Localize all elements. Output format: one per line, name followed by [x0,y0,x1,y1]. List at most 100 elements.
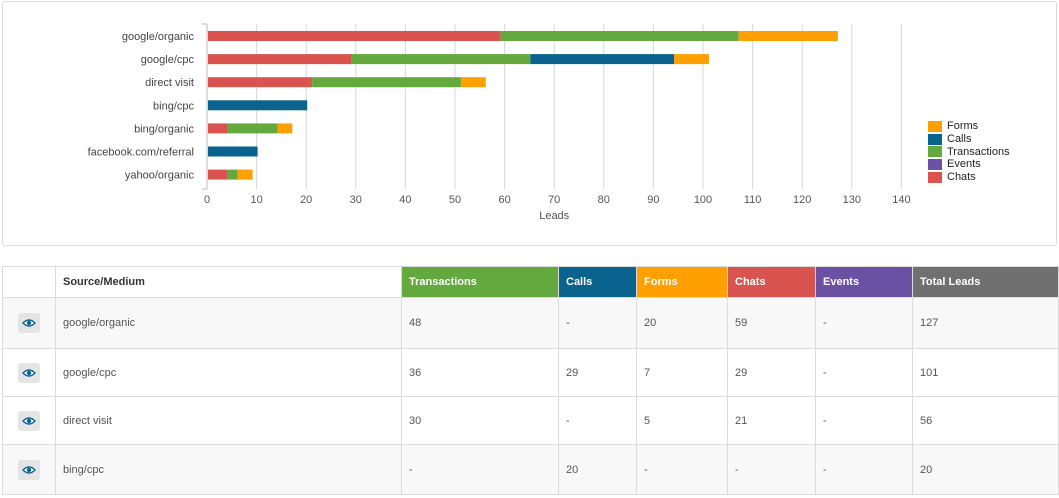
bar-segment [460,77,486,88]
bar-segment [208,123,228,134]
legend-label: Events [947,158,981,171]
cell-forms: - [636,444,728,495]
cell-chats: - [727,444,816,495]
category-label: google/organic [122,31,195,43]
x-tick-label: 30 [350,194,362,206]
category-label: facebook.com/referral [88,147,194,159]
x-tick-label: 90 [647,194,659,206]
bar-segment [208,54,352,65]
x-axis-label: Leads [539,210,569,222]
bar-segment [530,54,675,65]
legend-label: Forms [947,120,979,132]
bar-segment [237,169,253,180]
x-tick-label: 80 [598,194,610,206]
cell-forms: 7 [636,348,728,397]
legend-item-calls[interactable]: Calls [928,133,1010,146]
cell-source: direct visit [55,396,402,445]
bar-segment [738,31,838,41]
view-cell [2,396,56,445]
cell-transactions: - [401,444,559,495]
header-forms[interactable]: Forms [636,266,728,298]
cell-total: 101 [912,348,1059,397]
bar-segment [208,100,308,111]
cell-calls: 20 [558,444,637,495]
category-label: bing/organic [134,123,194,135]
cell-calls: - [558,396,637,445]
cell-transactions: 30 [401,396,559,445]
cell-chats: 59 [727,297,816,349]
legend-item-chats[interactable]: Chats [928,171,1010,184]
bar-segment [500,31,739,41]
cell-transactions: 36 [401,348,559,397]
legend-swatch [928,146,942,158]
x-tick-label: 40 [399,194,411,206]
header-source[interactable]: Source/Medium [55,266,402,298]
bar-segment [208,31,501,41]
cell-events: - [815,444,913,495]
table-row: bing/cpc - 20 - - - 20 [2,444,1059,495]
header-transactions[interactable]: Transactions [401,266,559,298]
cell-events: - [815,297,913,349]
legend-label: Chats [947,171,976,184]
x-tick-label: 100 [694,194,712,206]
view-cell [2,297,56,349]
category-label: yahoo/organic [125,170,195,182]
legend-item-forms[interactable]: Forms [928,120,1010,133]
legend-swatch [928,172,942,184]
legend-label: Transactions [947,145,1010,158]
x-tick-label: 0 [204,194,210,206]
bar-segment [674,54,709,65]
view-button[interactable] [18,313,40,333]
view-cell [2,348,56,397]
cell-chats: 21 [727,396,816,445]
x-tick-label: 70 [548,194,560,206]
leads-table: Source/Medium Transactions Calls Forms C… [2,266,1059,495]
chart-panel: 0 10 20 30 40 50 60 70 80 90 100 110 120 130 140 Leads g… [2,1,1057,246]
eye-icon [22,465,36,474]
bar-segment [208,77,313,88]
view-cell [2,444,56,495]
x-tick-label: 20 [300,194,312,206]
eye-icon [22,416,36,425]
bar-segment [227,169,238,180]
bar-segment [208,169,228,180]
view-button[interactable] [18,410,40,431]
header-events[interactable]: Events [815,266,913,298]
header-view [2,266,56,298]
header-calls[interactable]: Calls [558,266,637,298]
legend-label: Calls [947,132,972,145]
leads-bar-chart: 0 10 20 30 40 50 60 70 80 90 100 110 120 130 140 Leads g… [88,23,911,222]
cell-source: google/cpc [55,348,402,397]
legend-swatch [928,159,942,171]
cell-forms: 5 [636,396,728,445]
x-tick-label: 120 [793,194,811,206]
bar-segment [227,123,278,134]
cell-events: - [815,348,913,397]
header-chats[interactable]: Chats [727,266,816,298]
cell-source: google/organic [55,297,402,349]
eye-icon [22,368,36,377]
category-label: google/cpc [141,54,195,66]
view-button[interactable] [18,362,40,383]
x-tick-label: 130 [843,194,861,206]
x-tick-label: 110 [744,194,762,206]
cell-calls: - [558,297,637,349]
cell-source: bing/cpc [55,444,402,495]
cell-calls: 29 [558,348,637,397]
cell-total: 127 [912,297,1059,349]
x-tick-label: 50 [449,194,461,206]
cell-events: - [815,396,913,445]
cell-total: 20 [912,444,1059,495]
cell-transactions: 48 [401,297,559,349]
header-total[interactable]: Total Leads [912,266,1059,298]
cell-chats: 29 [727,348,816,397]
table-header-row: Source/Medium Transactions Calls Forms C… [2,266,1059,298]
legend-item-events[interactable]: Events [928,158,1010,171]
view-button[interactable] [18,459,40,480]
cell-total: 56 [912,396,1059,445]
table-row: direct visit 30 - 5 21 - 56 [2,396,1059,445]
bar-segment [351,54,531,65]
bar-segment [208,146,258,157]
legend-swatch [928,120,942,132]
legend-item-transactions[interactable]: Transactions [928,146,1010,159]
